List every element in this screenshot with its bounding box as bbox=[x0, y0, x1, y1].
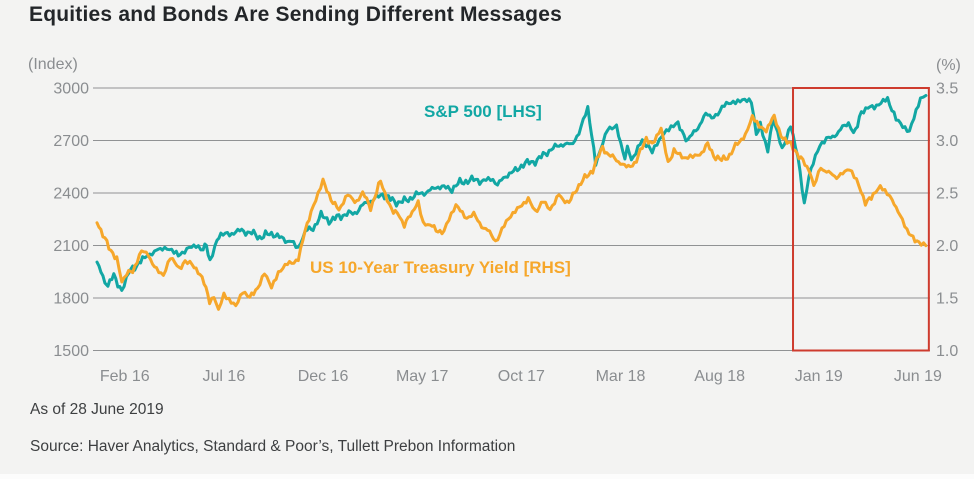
sp500-line bbox=[95, 94, 928, 292]
x-axis-tick: Aug 18 bbox=[694, 368, 745, 385]
left-axis-unit-label: (Index) bbox=[28, 56, 78, 73]
source-note: Source: Haver Analytics, Standard & Poor… bbox=[30, 438, 516, 455]
left-axis-tick: 2400 bbox=[53, 186, 89, 203]
x-axis-tick: Oct 17 bbox=[498, 368, 545, 385]
chart-title: Equities and Bonds Are Sending Different… bbox=[29, 3, 562, 26]
legend-sp500: S&P 500 [LHS] bbox=[424, 102, 542, 121]
as-of-note: As of 28 June 2019 bbox=[30, 401, 164, 418]
x-axis-tick: Jun 19 bbox=[894, 368, 942, 385]
right-axis-tick: 3.0 bbox=[936, 133, 958, 150]
right-axis-tick: 2.5 bbox=[936, 186, 958, 203]
x-axis-tick: Jul 16 bbox=[203, 368, 246, 385]
legend-treasury-yield: US 10-Year Treasury Yield [RHS] bbox=[310, 258, 571, 277]
highlight-box bbox=[792, 87, 930, 352]
left-axis-tick: 2700 bbox=[53, 133, 89, 150]
x-axis-tick: Dec 16 bbox=[298, 368, 349, 385]
left-axis-tick: 3000 bbox=[53, 81, 89, 98]
right-axis-tick: 3.5 bbox=[936, 81, 958, 98]
right-axis-unit-label: (%) bbox=[936, 57, 961, 74]
x-axis-tick: Feb 16 bbox=[100, 368, 150, 385]
right-axis-tick: 1.5 bbox=[936, 291, 958, 308]
right-axis-tick: 1.0 bbox=[936, 343, 958, 360]
x-axis-tick: May 17 bbox=[396, 368, 449, 385]
x-axis-tick: Mar 18 bbox=[596, 368, 646, 385]
x-axis-tick: Jan 19 bbox=[795, 368, 843, 385]
left-axis-tick: 2100 bbox=[53, 238, 89, 255]
left-axis-tick: 1800 bbox=[53, 291, 89, 308]
left-axis-tick: 1500 bbox=[53, 343, 89, 360]
right-axis-tick: 2.0 bbox=[936, 238, 958, 255]
treasury-yield-line bbox=[95, 113, 928, 311]
page-bottom-edge bbox=[0, 474, 974, 479]
